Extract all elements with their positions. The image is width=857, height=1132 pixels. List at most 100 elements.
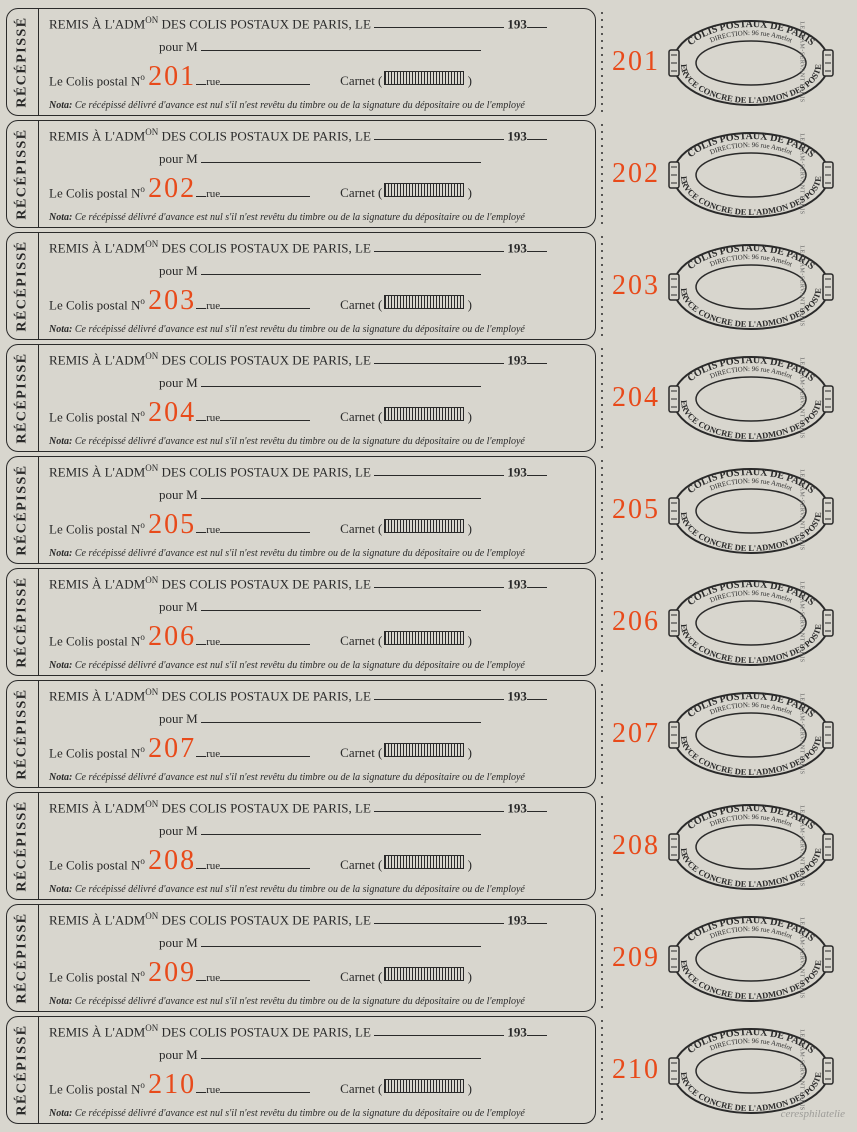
recepisse-text: RÉCÉPISSÉ xyxy=(15,240,31,331)
receipt-content: REMIS À L'ADMON DES COLIS POSTAUX DE PAR… xyxy=(39,345,595,451)
carnet-hatch xyxy=(384,743,464,757)
recepisse-sidebar: RÉCÉPISSÉ xyxy=(7,793,39,899)
stamp-section: 209 COLIS POSTAUX DE PARIS DIRECTION: 96… xyxy=(608,904,840,1012)
stamp-printer-label: LECRAM-SERVANT PARIS xyxy=(798,245,804,326)
receipt-stub: RÉCÉPISSÉ REMIS À L'ADMON DES COLIS POST… xyxy=(6,680,596,788)
receipt-row: LECRAM-SERVANT PARIS RÉCÉPISSÉ REMIS À L… xyxy=(6,904,851,1012)
perforation xyxy=(596,456,608,564)
oval-stamp: COLIS POSTAUX DE PARIS DIRECTION: 96 rue… xyxy=(662,680,840,788)
serial-number: 203 xyxy=(148,285,196,317)
stamp-printer-label: LECRAM-SERVANT PARIS xyxy=(798,469,804,550)
receipt-line-remis: REMIS À L'ADMON DES COLIS POSTAUX DE PAR… xyxy=(49,15,585,32)
receipt-line-remis: REMIS À L'ADMON DES COLIS POSTAUX DE PAR… xyxy=(49,687,585,704)
receipt-line-remis: REMIS À L'ADMON DES COLIS POSTAUX DE PAR… xyxy=(49,575,585,592)
recepisse-text: RÉCÉPISSÉ xyxy=(15,912,31,1003)
carnet-hatch xyxy=(384,519,464,533)
stamp-printer-label: LECRAM-SERVANT PARIS xyxy=(798,133,804,214)
perforation xyxy=(596,120,608,228)
receipt-line-serial: Le Colis postal No 204 rue Carnet ( ) xyxy=(49,397,585,429)
oval-stamp: COLIS POSTAUX DE PARIS DIRECTION: 96 rue… xyxy=(662,568,840,676)
receipt-content: REMIS À L'ADMON DES COLIS POSTAUX DE PAR… xyxy=(39,233,595,339)
receipt-stub: RÉCÉPISSÉ REMIS À L'ADMON DES COLIS POST… xyxy=(6,904,596,1012)
serial-number: 210 xyxy=(148,1069,196,1101)
stamp-serial: 205 xyxy=(608,494,662,526)
receipt-line-pour: pour M xyxy=(49,151,585,167)
perforation xyxy=(596,8,608,116)
carnet-hatch xyxy=(384,855,464,869)
receipt-line-remis: REMIS À L'ADMON DES COLIS POSTAUX DE PAR… xyxy=(49,351,585,368)
stamp-section: 208 COLIS POSTAUX DE PARIS DIRECTION: 96… xyxy=(608,792,840,900)
receipt-line-nota: Nota: Ce récépissé délivré d'avance est … xyxy=(49,548,585,559)
recepisse-sidebar: RÉCÉPISSÉ xyxy=(7,121,39,227)
receipt-line-pour: pour M xyxy=(49,711,585,727)
receipt-row: LECRAM-SERVANT PARIS RÉCÉPISSÉ REMIS À L… xyxy=(6,1016,851,1124)
recepisse-sidebar: RÉCÉPISSÉ xyxy=(7,905,39,1011)
stamp-printer-label: LECRAM-SERVANT PARIS xyxy=(798,581,804,662)
serial-number: 208 xyxy=(148,845,196,877)
receipt-row: LECRAM-SERVANT PARIS RÉCÉPISSÉ REMIS À L… xyxy=(6,8,851,116)
stamp-serial: 204 xyxy=(608,382,662,414)
receipt-content: REMIS À L'ADMON DES COLIS POSTAUX DE PAR… xyxy=(39,793,595,899)
receipt-line-serial: Le Colis postal No 202 rue Carnet ( ) xyxy=(49,173,585,205)
carnet-hatch xyxy=(384,295,464,309)
receipt-line-nota: Nota: Ce récépissé délivré d'avance est … xyxy=(49,1108,585,1119)
stamp-printer-label: LECRAM-SERVANT PARIS xyxy=(798,917,804,998)
receipt-line-nota: Nota: Ce récépissé délivré d'avance est … xyxy=(49,324,585,335)
receipt-content: REMIS À L'ADMON DES COLIS POSTAUX DE PAR… xyxy=(39,569,595,675)
stamp-printer-label: LECRAM-SERVANT PARIS xyxy=(798,805,804,886)
receipt-row: LECRAM-SERVANT PARIS RÉCÉPISSÉ REMIS À L… xyxy=(6,232,851,340)
receipt-line-nota: Nota: Ce récépissé délivré d'avance est … xyxy=(49,212,585,223)
receipt-line-remis: REMIS À L'ADMON DES COLIS POSTAUX DE PAR… xyxy=(49,239,585,256)
receipt-line-serial: Le Colis postal No 207 rue Carnet ( ) xyxy=(49,733,585,765)
receipt-row: LECRAM-SERVANT PARIS RÉCÉPISSÉ REMIS À L… xyxy=(6,456,851,564)
receipt-line-serial: Le Colis postal No 209 rue Carnet ( ) xyxy=(49,957,585,989)
perforation xyxy=(596,904,608,1012)
receipt-stub: RÉCÉPISSÉ REMIS À L'ADMON DES COLIS POST… xyxy=(6,344,596,452)
stamp-section: 205 COLIS POSTAUX DE PARIS DIRECTION: 96… xyxy=(608,456,840,564)
stamp-section: 204 COLIS POSTAUX DE PARIS DIRECTION: 96… xyxy=(608,344,840,452)
oval-stamp: COLIS POSTAUX DE PARIS DIRECTION: 96 rue… xyxy=(662,8,840,116)
receipt-line-serial: Le Colis postal No 201 rue Carnet ( ) xyxy=(49,61,585,93)
receipt-line-nota: Nota: Ce récépissé délivré d'avance est … xyxy=(49,772,585,783)
recepisse-text: RÉCÉPISSÉ xyxy=(15,576,31,667)
receipt-line-remis: REMIS À L'ADMON DES COLIS POSTAUX DE PAR… xyxy=(49,1023,585,1040)
receipt-stub: RÉCÉPISSÉ REMIS À L'ADMON DES COLIS POST… xyxy=(6,120,596,228)
perforation xyxy=(596,1016,608,1124)
recepisse-sidebar: RÉCÉPISSÉ xyxy=(7,9,39,115)
receipt-line-nota: Nota: Ce récépissé délivré d'avance est … xyxy=(49,436,585,447)
perforation xyxy=(596,680,608,788)
receipt-stub: RÉCÉPISSÉ REMIS À L'ADMON DES COLIS POST… xyxy=(6,1016,596,1124)
receipt-line-remis: REMIS À L'ADMON DES COLIS POSTAUX DE PAR… xyxy=(49,127,585,144)
serial-number: 202 xyxy=(148,173,196,205)
oval-stamp: COLIS POSTAUX DE PARIS DIRECTION: 96 rue… xyxy=(662,120,840,228)
stamp-printer-label: LECRAM-SERVANT PARIS xyxy=(798,693,804,774)
stamp-section: 207 COLIS POSTAUX DE PARIS DIRECTION: 96… xyxy=(608,680,840,788)
recepisse-text: RÉCÉPISSÉ xyxy=(15,16,31,107)
serial-number: 206 xyxy=(148,621,196,653)
carnet-hatch xyxy=(384,71,464,85)
recepisse-sidebar: RÉCÉPISSÉ xyxy=(7,681,39,787)
carnet-hatch xyxy=(384,967,464,981)
recepisse-text: RÉCÉPISSÉ xyxy=(15,128,31,219)
receipt-line-pour: pour M xyxy=(49,375,585,391)
stamp-printer-label: LECRAM-SERVANT PARIS xyxy=(798,21,804,102)
oval-stamp: COLIS POSTAUX DE PARIS DIRECTION: 96 rue… xyxy=(662,904,840,1012)
receipt-content: REMIS À L'ADMON DES COLIS POSTAUX DE PAR… xyxy=(39,9,595,115)
oval-stamp: COLIS POSTAUX DE PARIS DIRECTION: 96 rue… xyxy=(662,344,840,452)
stamp-serial: 210 xyxy=(608,1054,662,1086)
recepisse-text: RÉCÉPISSÉ xyxy=(15,1024,31,1115)
receipt-line-pour: pour M xyxy=(49,599,585,615)
perforation xyxy=(596,232,608,340)
recepisse-text: RÉCÉPISSÉ xyxy=(15,688,31,779)
stamp-serial: 202 xyxy=(608,158,662,190)
stamp-serial: 201 xyxy=(608,46,662,78)
receipt-content: REMIS À L'ADMON DES COLIS POSTAUX DE PAR… xyxy=(39,457,595,563)
receipt-line-pour: pour M xyxy=(49,39,585,55)
serial-number: 209 xyxy=(148,957,196,989)
receipt-content: REMIS À L'ADMON DES COLIS POSTAUX DE PAR… xyxy=(39,905,595,1011)
receipt-line-serial: Le Colis postal No 203 rue Carnet ( ) xyxy=(49,285,585,317)
carnet-hatch xyxy=(384,1079,464,1093)
serial-number: 205 xyxy=(148,509,196,541)
receipt-line-serial: Le Colis postal No 205 rue Carnet ( ) xyxy=(49,509,585,541)
receipt-stub: RÉCÉPISSÉ REMIS À L'ADMON DES COLIS POST… xyxy=(6,568,596,676)
